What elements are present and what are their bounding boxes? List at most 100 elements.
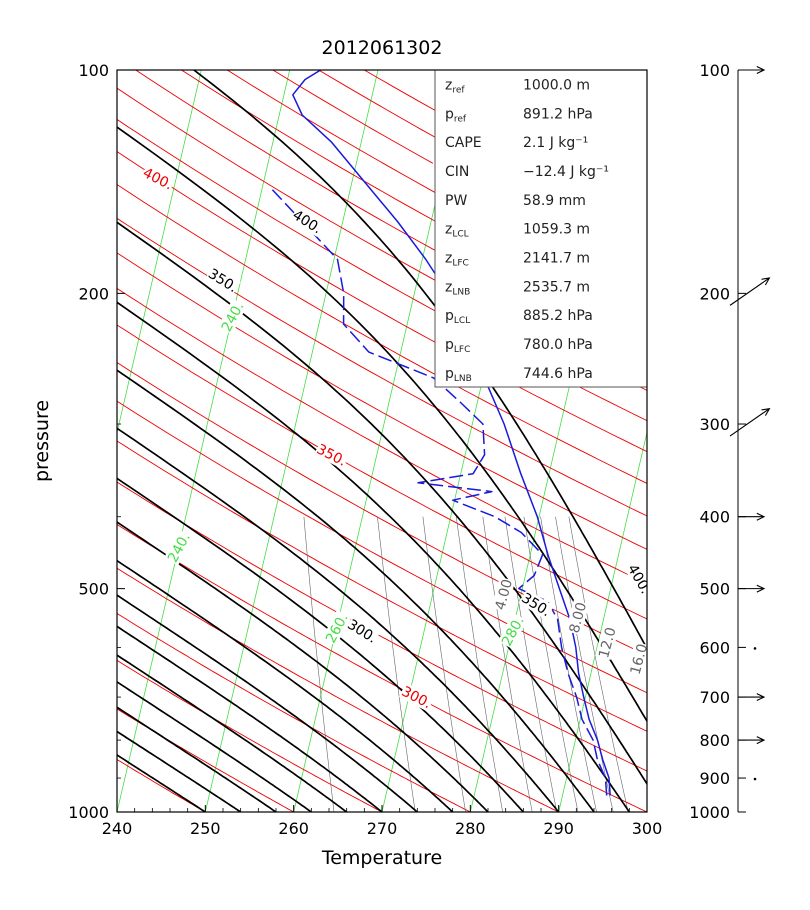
mixing-ratio-label-bg	[595, 624, 619, 661]
info-label: pref	[445, 106, 467, 124]
info-value: 2.1 J kg⁻¹	[523, 135, 588, 151]
isotherm-line	[117, 70, 291, 812]
info-label: zLNB	[445, 279, 470, 297]
info-value: 2535.7 m	[523, 279, 590, 295]
wind-barb-head	[756, 512, 766, 521]
mixing-ratio-line	[540, 516, 597, 812]
isotherm-label-bg	[321, 610, 352, 646]
wind-barb-calm	[753, 647, 757, 650]
mixing-ratio-label: 4.00	[493, 578, 517, 612]
x-tick-label: 250	[190, 819, 221, 838]
moist-adiabat-line	[117, 753, 206, 812]
info-label: pLCL	[445, 308, 470, 326]
mixing-ratio-line	[523, 516, 579, 812]
moist-adiabat-line	[117, 301, 631, 812]
wind-barb-head	[761, 407, 771, 416]
moist-adiabat-line	[117, 521, 489, 812]
mixing-ratio-line	[377, 516, 416, 812]
wind-tick-label: 900	[699, 769, 730, 788]
isotherm-label: 240.	[165, 530, 194, 565]
temperature-profile	[292, 70, 611, 796]
info-value: 780.0 hPa	[523, 337, 593, 353]
dry-adiabat-line	[117, 811, 118, 812]
wind-barb-head	[756, 693, 766, 701]
mixing-ratio-label-bg	[626, 641, 647, 677]
moist-adiabat-line	[117, 594, 418, 812]
wind-tick-label: 400	[699, 508, 730, 527]
mixing-ratio-line	[555, 516, 614, 812]
chart-title: 2012061302	[322, 37, 443, 59]
moist-adiabat-line	[117, 706, 277, 812]
moist-adiabat-label: 400.	[624, 562, 653, 597]
dry-adiabat-label-bg	[398, 682, 435, 712]
wind-barb-calm	[753, 777, 757, 781]
x-tick-label: 240	[102, 819, 133, 838]
isotherm-label: 240.	[219, 300, 248, 335]
x-tick-label: 300	[632, 819, 663, 838]
wind-tick-label: 200	[699, 284, 730, 303]
isotherm-label-bg	[217, 298, 247, 335]
wind-barb-head	[756, 736, 766, 745]
y-tick-label: 1000	[68, 803, 109, 822]
moist-adiabat-line	[117, 221, 647, 786]
y-tick-label: 200	[78, 284, 109, 303]
info-value: −12.4 J kg⁻¹	[523, 164, 609, 180]
info-label: pLNB	[445, 366, 472, 384]
dry-adiabat-line	[117, 440, 647, 732]
info-label: CIN	[445, 164, 469, 180]
info-label: zref	[445, 78, 465, 96]
y-axis: 1000 500 200 100	[68, 61, 125, 822]
moist-adiabat-label-bg	[205, 264, 241, 296]
wind-barb	[729, 277, 770, 306]
moist-adiabat-line	[117, 730, 242, 812]
x-tick-label: 290	[543, 819, 574, 838]
dry-adiabat-line	[117, 217, 647, 517]
info-value: 58.9 mm	[523, 193, 586, 209]
isotherm-label-bg	[66, 193, 95, 229]
dry-adiabat-label: 400.	[140, 165, 175, 193]
moist-adiabat-line	[117, 369, 595, 812]
mixing-ratio-lines	[303, 516, 629, 812]
dry-adiabat-line	[117, 252, 647, 550]
moist-adiabat-label-bg	[289, 206, 326, 237]
wind-tick-label: 100	[699, 61, 730, 80]
wind-tick-label: 500	[699, 580, 730, 599]
mixing-ratio-label-bg	[565, 600, 590, 636]
wind-barb-head	[761, 277, 771, 286]
dry-adiabat-line	[117, 523, 647, 812]
info-box-frame	[434, 69, 648, 388]
info-value: 885.2 hPa	[523, 308, 593, 324]
moist-adiabat-line	[117, 126, 647, 723]
wind-tick-label: 300	[699, 415, 730, 434]
info-value: 1000.0 m	[523, 78, 590, 94]
dry-adiabat-line	[117, 567, 559, 812]
x-tick-label: 270	[367, 819, 398, 838]
moist-adiabat-line	[117, 680, 312, 812]
sounding-profiles	[271, 70, 611, 796]
wind-tick-label: 1000	[689, 803, 730, 822]
moist-adiabat-line	[117, 427, 560, 812]
isotherm-label-bg	[497, 612, 528, 649]
info-value: 1059.3 m	[523, 222, 590, 238]
dry-adiabat-label: 350.	[314, 441, 349, 469]
wind-barb	[729, 408, 770, 437]
mixing-ratio-line	[422, 516, 466, 812]
wind-tick-label: 800	[699, 731, 730, 750]
info-value: 891.2 hPa	[523, 106, 593, 122]
info-value: 2141.7 m	[523, 251, 590, 267]
y-tick-label: 500	[78, 580, 109, 599]
y-tick-label: 100	[78, 61, 109, 80]
moist-adiabat-line	[117, 654, 348, 812]
wind-tick-label: 700	[699, 688, 730, 707]
dry-adiabat-line	[117, 708, 294, 812]
isotherm-line	[117, 70, 202, 435]
plot-area: 240.260.280.220.240.260.400.350.300.400.…	[66, 70, 653, 812]
dewpoint-profile	[271, 189, 608, 796]
dry-adiabat-label-bg	[313, 440, 350, 470]
isotherm-line	[204, 70, 379, 812]
mixing-ratio-line	[456, 516, 503, 812]
mixing-ratio-label: 8.00	[567, 601, 591, 635]
x-axis-label: Temperature	[321, 847, 442, 869]
dry-adiabat-line	[117, 659, 383, 812]
